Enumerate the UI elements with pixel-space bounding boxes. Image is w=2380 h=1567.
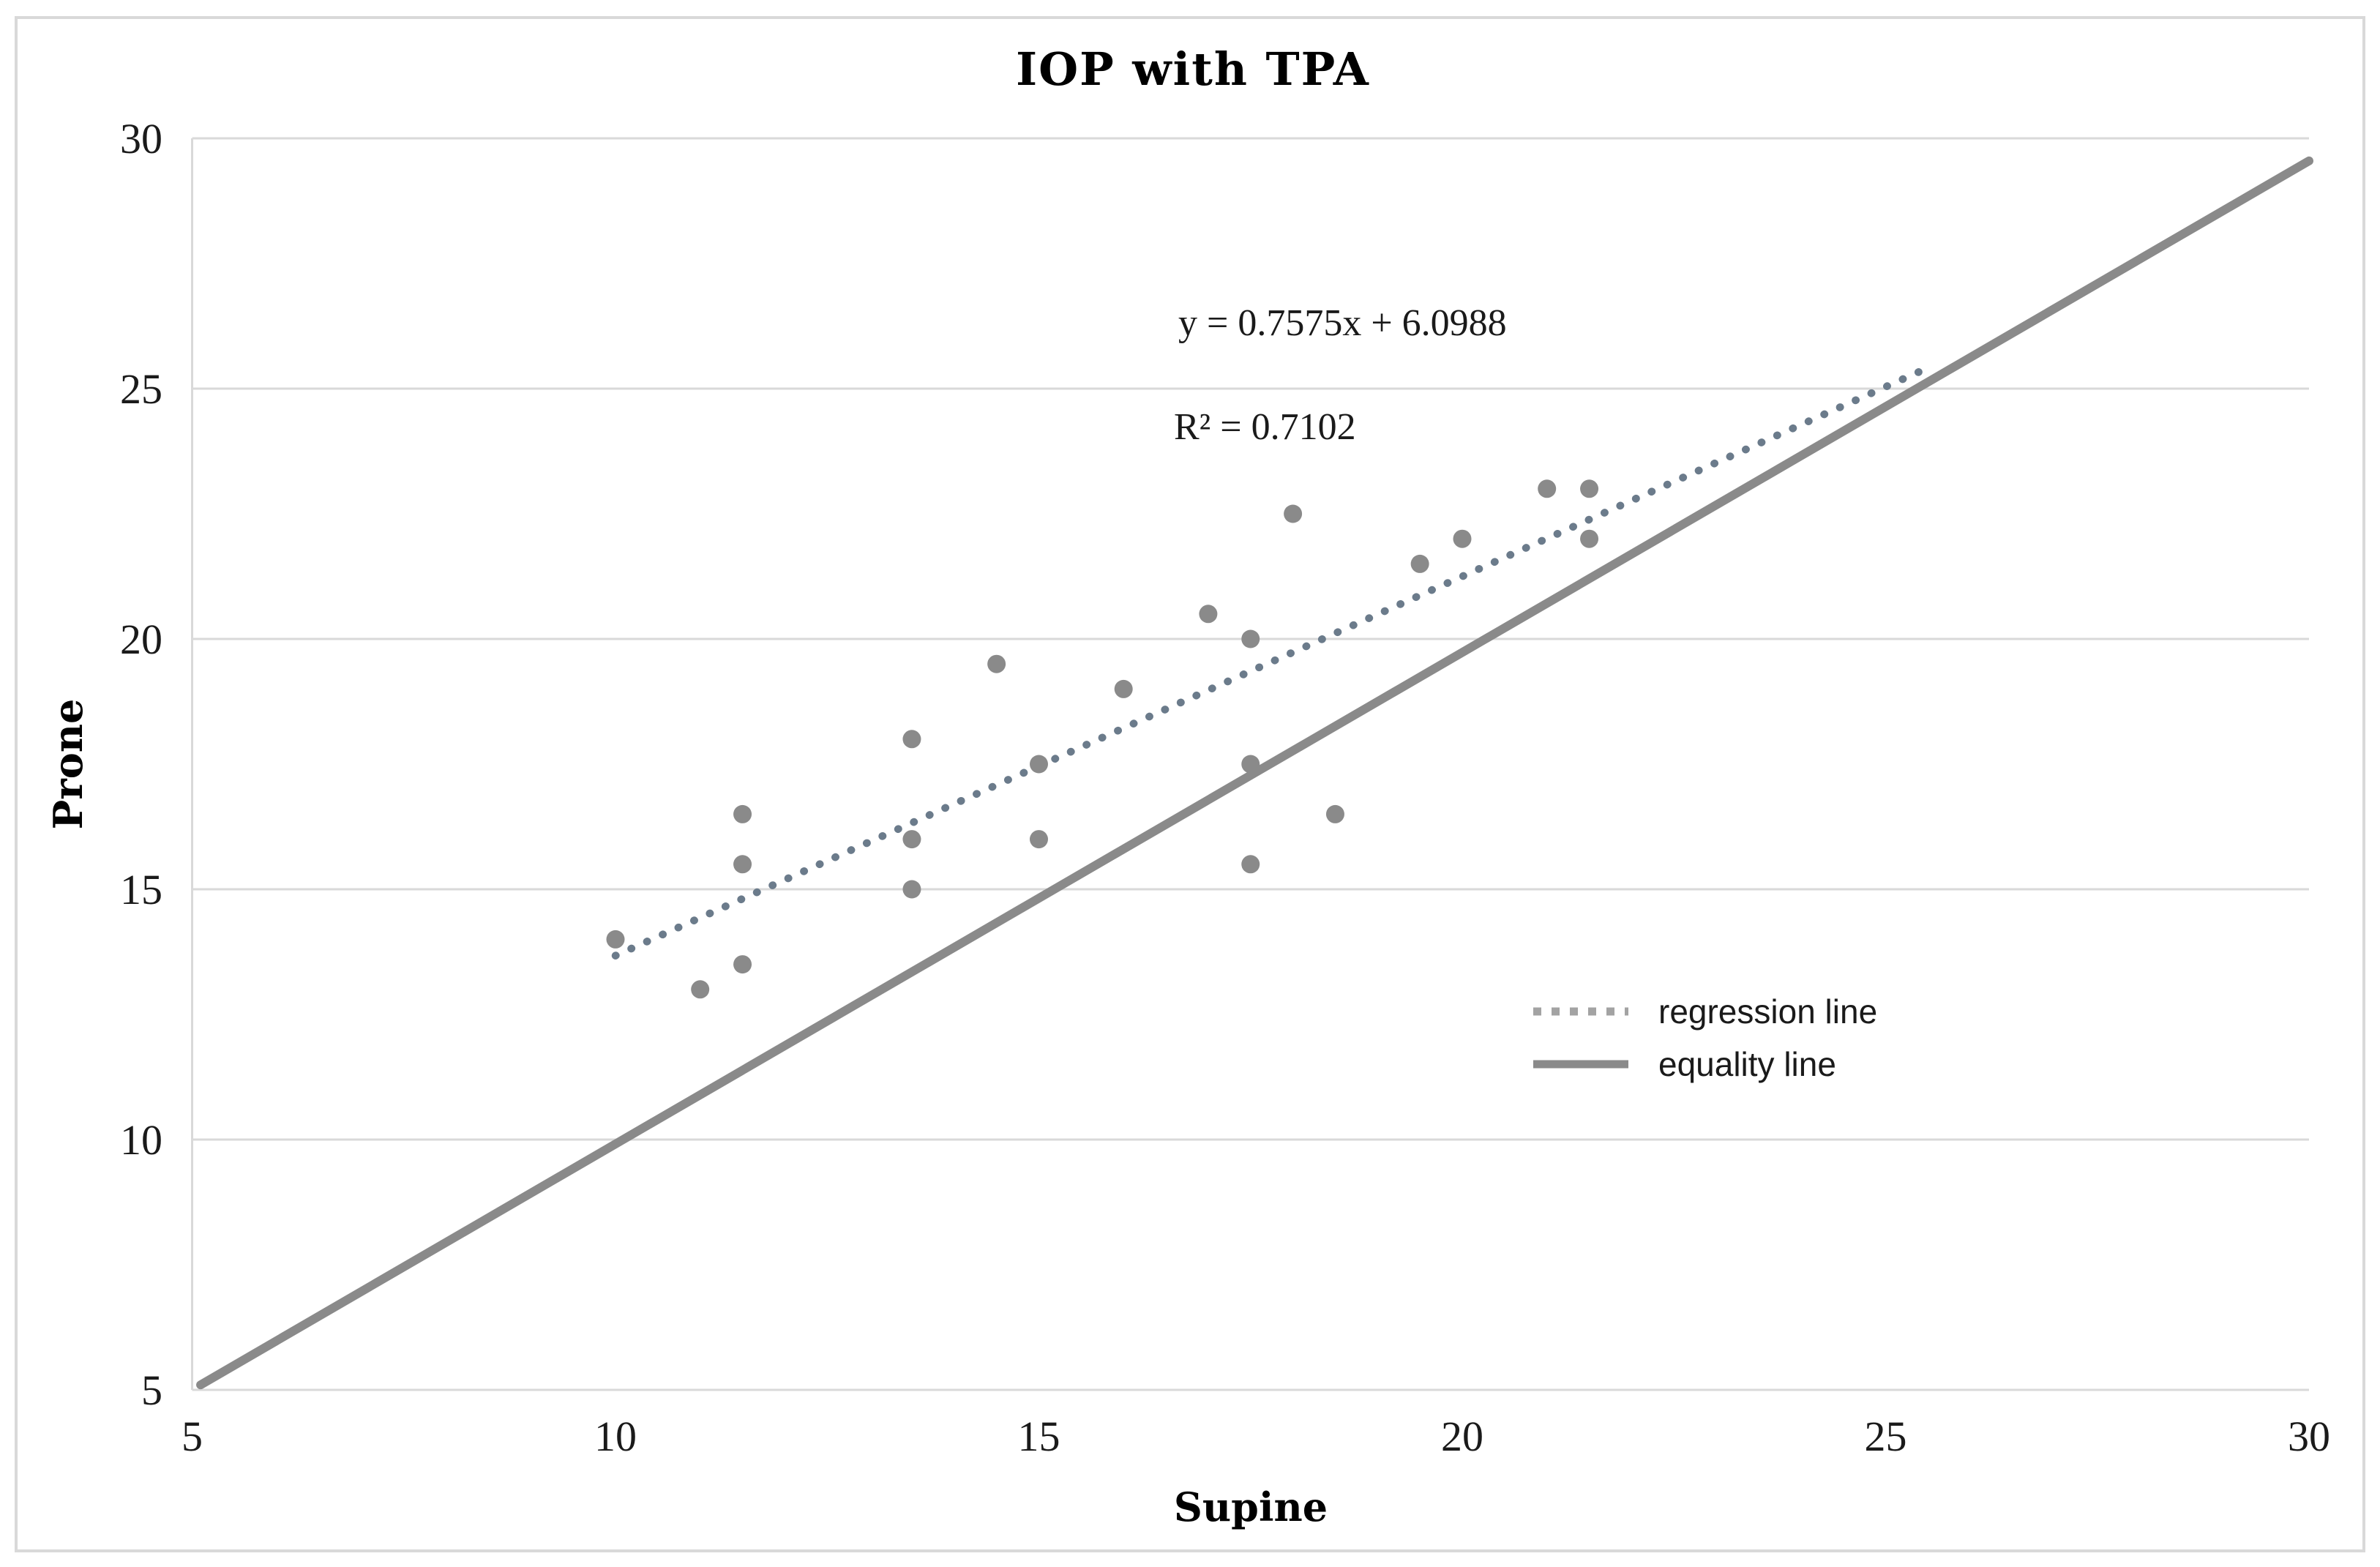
data-point [1241, 855, 1260, 874]
x-tick-label: 15 [1018, 1413, 1060, 1460]
data-point [733, 855, 752, 874]
y-axis-title: Prone [45, 699, 91, 830]
data-point [1453, 529, 1472, 548]
x-axis-title: Supine [1174, 1484, 1328, 1530]
y-tick-label: 10 [120, 1116, 162, 1164]
data-point [691, 980, 710, 999]
chart-title: IOP with TPA [1016, 42, 1370, 96]
scatter-points [606, 479, 1599, 999]
axis-lines [191, 138, 2309, 1391]
legend: regression line equality line [1533, 992, 1877, 1083]
data-point [987, 654, 1006, 673]
r-squared-label: R² = 0.7102 [1174, 406, 1356, 448]
regression-line-path [611, 364, 1932, 960]
y-tick-label: 5 [141, 1366, 162, 1414]
data-point [1410, 554, 1429, 573]
x-axis-tick-labels: 5 10 15 20 25 30 [182, 1413, 2330, 1460]
data-point [1241, 629, 1260, 648]
data-point [1580, 529, 1599, 548]
equality-line-legend-label: equality line [1658, 1045, 1836, 1083]
y-tick-label: 15 [120, 866, 162, 913]
chart-border [15, 16, 2365, 1552]
data-point [1580, 479, 1599, 498]
x-tick-label: 5 [182, 1413, 203, 1460]
data-point [902, 730, 921, 749]
equality-line-path [196, 156, 2313, 1390]
regression-line [611, 364, 1932, 960]
x-tick-label: 20 [1441, 1413, 1483, 1460]
data-point [1030, 830, 1048, 849]
data-point [733, 955, 752, 974]
x-tick-label: 10 [594, 1413, 637, 1460]
y-tick-label: 25 [120, 365, 162, 413]
data-point [1199, 605, 1218, 624]
regression-equation-label: y = 0.7575x + 6.0988 [1178, 302, 1507, 344]
data-point [1114, 679, 1133, 698]
data-point [606, 930, 625, 949]
x-tick-label: 30 [2288, 1413, 2330, 1460]
data-point [1284, 504, 1303, 523]
data-point [1325, 804, 1344, 823]
data-point [902, 880, 921, 899]
y-axis-tick-labels: 5 10 15 20 25 30 [120, 115, 162, 1414]
data-point [1030, 755, 1048, 774]
x-tick-label: 25 [1865, 1413, 1907, 1460]
data-point [902, 830, 921, 849]
y-tick-label: 20 [120, 616, 162, 663]
equality-line [196, 156, 2313, 1390]
y-tick-label: 30 [120, 115, 162, 162]
data-point [733, 804, 752, 823]
data-point [1538, 479, 1557, 498]
data-point [1241, 755, 1260, 774]
regression-line-legend-label: regression line [1658, 992, 1877, 1031]
